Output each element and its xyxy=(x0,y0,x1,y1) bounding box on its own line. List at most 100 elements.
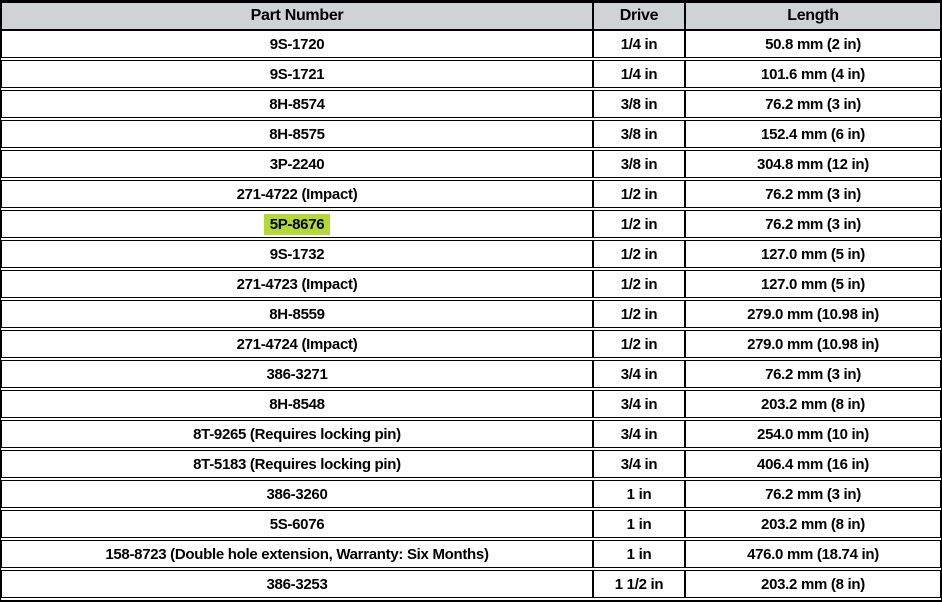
part-number-text: 386-3260 xyxy=(266,485,328,503)
length-cell: 50.8 mm (2 in) xyxy=(765,35,861,53)
length-cell: 203.2 mm (8 in) xyxy=(761,515,865,533)
part-number-text: 3P-2240 xyxy=(269,155,325,173)
table-row: 271-4722 (Impact) 1/2 in 76.2 mm (3 in) xyxy=(1,180,941,208)
part-number-cell: 9S-1720 xyxy=(2,31,594,57)
table-row: 5P-8676 1/2 in 76.2 mm (3 in) xyxy=(1,210,941,238)
drive-cell: 3/4 in xyxy=(594,391,686,417)
drive-cell: 1/2 in xyxy=(594,331,686,357)
part-number-cell: 8H-8548 xyxy=(2,391,594,417)
drive-cell: 1/2 in xyxy=(594,271,686,297)
part-number-text: 8H-8574 xyxy=(269,95,325,113)
length-cell: 203.2 mm (8 in) xyxy=(761,395,865,413)
drive-cell: 1/2 in xyxy=(594,211,686,237)
length-cell: 127.0 mm (5 in) xyxy=(761,245,865,263)
length-cell: 279.0 mm (10.98 in) xyxy=(747,335,879,353)
length-cell: 254.0 mm (10 in) xyxy=(757,425,869,443)
part-number-text: 9S-1721 xyxy=(269,65,325,83)
drive-cell: 3/4 in xyxy=(594,421,686,447)
length-cell: 279.0 mm (10.98 in) xyxy=(747,305,879,323)
part-number-cell: 271-4724 (Impact) xyxy=(2,331,594,357)
length-cell: 304.8 mm (12 in) xyxy=(757,155,869,173)
part-number-cell: 3P-2240 xyxy=(2,151,594,177)
part-number-text: 8T-5183 (Requires locking pin) xyxy=(193,455,401,473)
part-number-cell: 386-3271 xyxy=(2,361,594,387)
part-number-text: 8T-9265 (Requires locking pin) xyxy=(193,425,401,443)
drive-cell: 3/4 in xyxy=(594,451,686,477)
table-row: 8T-5183 (Requires locking pin) 3/4 in 406.… xyxy=(1,450,941,478)
drive-cell: 3/8 in xyxy=(594,151,686,177)
table-row: 386-3253 1 1/2 in 203.2 mm (8 in) xyxy=(1,570,941,598)
table-header-row: Part Number Drive Length xyxy=(1,2,941,30)
drive-cell: 1 1/2 in xyxy=(594,571,686,597)
table-row: 386-3260 1 in 76.2 mm (3 in) xyxy=(1,480,941,508)
part-number-text: 8H-8575 xyxy=(269,125,325,143)
part-number-cell: 8H-8559 xyxy=(2,301,594,327)
part-number-cell: 8T-5183 (Requires locking pin) xyxy=(2,451,594,477)
part-number-cell: 271-4723 (Impact) xyxy=(2,271,594,297)
part-number-text: 8H-8559 xyxy=(269,305,325,323)
table-row: 8H-8574 3/8 in 76.2 mm (3 in) xyxy=(1,90,941,118)
table-row: 9S-1720 1/4 in 50.8 mm (2 in) xyxy=(1,30,941,58)
part-number-cell: 5P-8676 xyxy=(2,211,594,237)
column-header-length: Length xyxy=(787,7,839,24)
table-row: 271-4723 (Impact) 1/2 in 127.0 mm (5 in) xyxy=(1,270,941,298)
table-body: 9S-1720 1/4 in 50.8 mm (2 in) 9S-1721 1/4 in… xyxy=(1,30,941,598)
column-header-part-number: Part Number xyxy=(2,3,594,29)
part-number-text: 9S-1720 xyxy=(269,35,325,53)
part-number-cell: 386-3260 xyxy=(2,481,594,507)
table-row: 386-3271 3/4 in 76.2 mm (3 in) xyxy=(1,360,941,388)
part-number-cell: 9S-1732 xyxy=(2,241,594,267)
part-number-text: 271-4722 (Impact) xyxy=(236,185,358,203)
part-number-text: 158-8723 (Double hole extension, Warrant… xyxy=(105,545,489,563)
drive-cell: 3/8 in xyxy=(594,121,686,147)
length-cell: 101.6 mm (4 in) xyxy=(761,65,865,83)
length-cell: 76.2 mm (3 in) xyxy=(765,185,861,203)
part-number-cell: 5S-6076 xyxy=(2,511,594,537)
part-number-cell: 8T-9265 (Requires locking pin) xyxy=(2,421,594,447)
drive-cell: 1/2 in xyxy=(594,301,686,327)
part-number-text: 386-3253 xyxy=(266,575,328,593)
table-row: 8H-8548 3/4 in 203.2 mm (8 in) xyxy=(1,390,941,418)
part-number-cell: 158-8723 (Double hole extension, Warrant… xyxy=(2,541,594,567)
part-number-text: 5S-6076 xyxy=(269,515,325,533)
table-row: 9S-1721 1/4 in 101.6 mm (4 in) xyxy=(1,60,941,88)
drive-cell: 1/2 in xyxy=(594,241,686,267)
drive-cell: 3/4 in xyxy=(594,361,686,387)
part-number-cell: 271-4722 (Impact) xyxy=(2,181,594,207)
table-row: 271-4724 (Impact) 1/2 in 279.0 mm (10.98 i… xyxy=(1,330,941,358)
length-cell: 406.4 mm (16 in) xyxy=(757,455,869,473)
table-row: 5S-6076 1 in 203.2 mm (8 in) xyxy=(1,510,941,538)
length-cell: 152.4 mm (6 in) xyxy=(761,125,865,143)
length-cell: 76.2 mm (3 in) xyxy=(765,485,861,503)
part-number-cell: 8H-8575 xyxy=(2,121,594,147)
table-row: 9S-1732 1/2 in 127.0 mm (5 in) xyxy=(1,240,941,268)
table-row: 3P-2240 3/8 in 304.8 mm (12 in) xyxy=(1,150,941,178)
part-number-text: 8H-8548 xyxy=(269,395,325,413)
drive-cell: 1/4 in xyxy=(594,61,686,87)
column-header-drive: Drive xyxy=(594,3,686,29)
drive-cell: 1/2 in xyxy=(594,181,686,207)
drive-cell: 1 in xyxy=(594,511,686,537)
part-number-text: 271-4724 (Impact) xyxy=(236,335,358,353)
drive-cell: 1/4 in xyxy=(594,31,686,57)
part-number-cell: 386-3253 xyxy=(2,571,594,597)
length-cell: 76.2 mm (3 in) xyxy=(765,215,861,233)
length-cell: 76.2 mm (3 in) xyxy=(765,365,861,383)
drive-cell: 1 in xyxy=(594,541,686,567)
table-row: 8H-8575 3/8 in 152.4 mm (6 in) xyxy=(1,120,941,148)
table-row: 158-8723 (Double hole extension, Warrant… xyxy=(1,540,941,568)
drive-cell: 1 in xyxy=(594,481,686,507)
part-number-cell: 8H-8574 xyxy=(2,91,594,117)
length-cell: 127.0 mm (5 in) xyxy=(761,275,865,293)
length-cell: 203.2 mm (8 in) xyxy=(761,575,865,593)
search-highlight: 5P-8676 xyxy=(263,213,331,235)
part-number-cell: 9S-1721 xyxy=(2,61,594,87)
length-cell: 76.2 mm (3 in) xyxy=(765,95,861,113)
drive-cell: 3/8 in xyxy=(594,91,686,117)
table-row: 8H-8559 1/2 in 279.0 mm (10.98 in) xyxy=(1,300,941,328)
part-number-text: 271-4723 (Impact) xyxy=(236,275,358,293)
length-cell: 476.0 mm (18.74 in) xyxy=(747,545,879,563)
part-number-text: 9S-1732 xyxy=(269,245,325,263)
table-row: 8T-9265 (Requires locking pin) 3/4 in 254.… xyxy=(1,420,941,448)
